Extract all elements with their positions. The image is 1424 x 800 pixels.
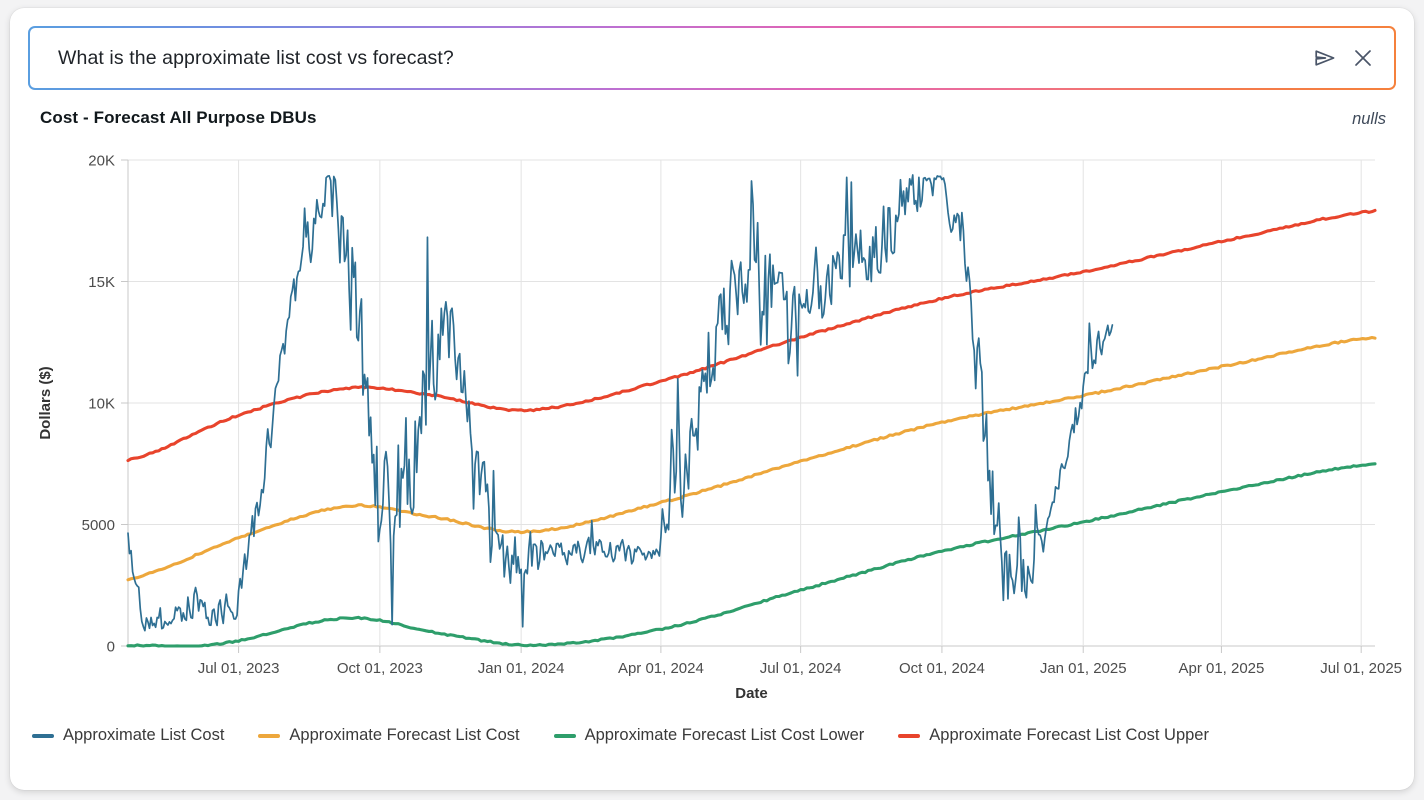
y-tick-label: 20K	[88, 153, 115, 170]
close-icon[interactable]	[1346, 41, 1380, 75]
legend-label: Approximate Forecast List Cost Upper	[929, 726, 1209, 744]
send-icon[interactable]	[1308, 41, 1342, 75]
x-tick-label: Apr 01, 2025	[1178, 660, 1264, 677]
x-tick-label: Jan 01, 2024	[478, 660, 565, 677]
chart-title: Cost - Forecast All Purpose DBUs	[40, 108, 317, 127]
nulls-label[interactable]: nulls	[1352, 110, 1386, 128]
x-tick-label: Jul 01, 2025	[1320, 660, 1402, 677]
legend-swatch	[898, 733, 921, 738]
x-tick-label: Oct 01, 2024	[899, 660, 985, 677]
x-tick-label: Jan 01, 2025	[1040, 660, 1127, 677]
y-tick-label: 10K	[88, 396, 115, 413]
y-tick-label: 0	[107, 639, 115, 656]
legend-swatch	[32, 733, 54, 738]
legend-item[interactable]: Approximate Forecast List Cost	[258, 726, 520, 745]
series-line	[126, 462, 1377, 648]
chart-svg: 0 5000 10K 15K 20K Jul 01, 2023 Oct 01, 2023 Ja…	[37, 153, 1402, 703]
legend-swatch	[553, 733, 576, 738]
legend-label: Approximate Forecast List Cost Lower	[584, 726, 865, 744]
series-line	[126, 208, 1377, 463]
x-tick-label: Jul 01, 2023	[198, 660, 280, 677]
y-axis-title: Dollars ($)	[37, 366, 54, 439]
x-tick-label: Apr 01, 2024	[618, 660, 704, 677]
legend-swatch	[258, 733, 281, 738]
chart-legend: Approximate List Cost Approximate Forecas…	[32, 726, 1392, 745]
legend-item[interactable]: Approximate List Cost	[32, 726, 224, 745]
chart-plot-area: 0 5000 10K 15K 20K Jul 01, 2023 Oct 01, 2023 Ja…	[10, 138, 1414, 738]
legend-item[interactable]: Approximate Forecast List Cost Upper	[898, 726, 1209, 745]
y-tick-label: 15K	[88, 274, 115, 291]
y-tick-label: 5000	[82, 517, 115, 534]
x-axis-title: Date	[735, 685, 768, 702]
ai-prompt-bar: What is the approximate list cost vs for…	[28, 26, 1396, 90]
x-tick-label: Oct 01, 2023	[337, 660, 423, 677]
prompt-input[interactable]: What is the approximate list cost vs for…	[58, 46, 454, 69]
x-tick-label: Jul 01, 2024	[760, 660, 842, 677]
legend-label: Approximate List Cost	[63, 726, 225, 744]
series-line	[126, 335, 1377, 582]
ai-prompt-inner: What is the approximate list cost vs for…	[30, 28, 1394, 88]
legend-label: Approximate Forecast List Cost	[289, 726, 520, 744]
legend-item[interactable]: Approximate Forecast List Cost Lower	[553, 726, 865, 745]
series-line-actuals	[127, 174, 1114, 632]
chart-card: What is the approximate list cost vs for…	[10, 8, 1414, 790]
